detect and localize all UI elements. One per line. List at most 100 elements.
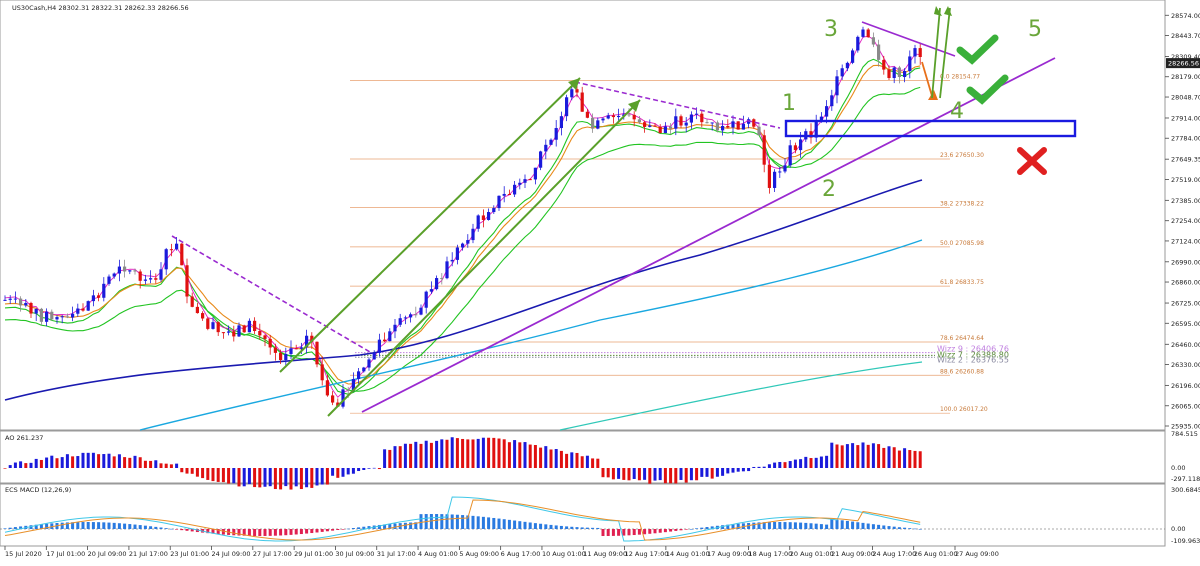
- time-tick-label-0: 15 Jul 2020: [5, 550, 42, 558]
- candle-body-167: [872, 37, 875, 44]
- ao-bar-92: [482, 438, 485, 468]
- ao-bar-2: [14, 463, 17, 468]
- candle-body-128: [669, 127, 672, 129]
- ao-bar-141: [737, 468, 740, 472]
- macd-bar-48: [253, 529, 256, 536]
- macd-bar-80: [420, 514, 423, 529]
- ao-bar-36: [191, 468, 194, 474]
- fib-label-0: 0.0 28154.77: [940, 74, 980, 81]
- time-tick-label-3: 21 Jul 17:00: [129, 550, 168, 558]
- macd-bar-32: [170, 529, 173, 530]
- macd-bar-128: [669, 529, 672, 532]
- ao-bar-32: [170, 464, 173, 468]
- ao-bar-124: [648, 468, 651, 484]
- candle-body-164: [856, 37, 859, 51]
- candle-body-15: [81, 309, 84, 311]
- ao-bar-14: [76, 456, 79, 468]
- ao-bar-111: [581, 456, 584, 468]
- ao-bar-30: [160, 463, 163, 468]
- candle-body-150: [783, 165, 786, 171]
- ao-bar-72: [378, 468, 381, 469]
- price-tick-label-4: 28048.70: [1171, 94, 1200, 102]
- ao-axis-label-2: -297.118: [1171, 475, 1200, 483]
- candle-body-52: [274, 347, 277, 352]
- macd-bar-109: [570, 527, 573, 529]
- macd-bar-33: [175, 529, 178, 530]
- ao-bar-113: [591, 458, 594, 468]
- price-tick-label-14: 26725.00: [1171, 300, 1200, 308]
- ao-bar-112: [586, 456, 589, 468]
- ao-bar-55: [290, 468, 293, 490]
- candle-body-77: [404, 317, 407, 318]
- candle-body-147: [768, 165, 771, 188]
- candle-body-22: [118, 267, 121, 274]
- macd-bar-100: [524, 522, 527, 529]
- time-tick-label-4: 23 Jul 01:00: [170, 550, 209, 558]
- macd-bar-155: [810, 523, 813, 529]
- macd-bar-68: [357, 527, 360, 529]
- candle-body-27: [144, 280, 147, 281]
- candle-body-39: [206, 318, 209, 328]
- candle-body-111: [581, 93, 584, 112]
- ao-bar-33: [175, 464, 178, 468]
- ao-bar-89: [466, 439, 469, 468]
- macd-bar-125: [654, 529, 657, 533]
- macd-bar-144: [752, 523, 755, 529]
- ao-bar-142: [742, 468, 745, 471]
- ao-bar-118: [617, 468, 620, 479]
- macd-bar-172: [898, 527, 901, 529]
- wave-label-1: 1: [782, 91, 796, 116]
- ao-bar-143: [747, 468, 750, 471]
- candle-body-73: [383, 340, 386, 341]
- macd-bar-35: [186, 529, 189, 531]
- candle-body-113: [591, 118, 594, 129]
- macd-bar-18: [97, 522, 100, 529]
- candle-body-69: [362, 368, 365, 372]
- macd-bar-67: [352, 528, 355, 529]
- candle-body-125: [653, 126, 656, 127]
- ao-bar-131: [685, 468, 688, 483]
- wave-label-4: 4: [950, 99, 964, 124]
- macd-bar-159: [830, 519, 833, 529]
- candle-body-54: [284, 354, 287, 360]
- time-tick-label-1: 17 Jul 01:00: [46, 550, 85, 558]
- macd-bar-152: [794, 522, 797, 529]
- ao-bar-170: [888, 446, 891, 468]
- macd-axis-label-0: 300.6845: [1171, 486, 1200, 494]
- macd-bar-1: [9, 528, 12, 529]
- ao-bar-144: [752, 467, 755, 468]
- ao-bar-19: [102, 454, 105, 468]
- candle-body-61: [321, 364, 324, 380]
- macd-bar-92: [482, 517, 485, 529]
- ao-bar-94: [492, 438, 495, 468]
- candle-body-0: [3, 300, 6, 301]
- ao-bar-54: [284, 468, 287, 486]
- ao-bar-63: [331, 468, 334, 476]
- candle-body-72: [378, 340, 381, 353]
- candle-body-122: [638, 119, 641, 122]
- macd-bar-49: [258, 529, 261, 536]
- candle-body-159: [830, 95, 833, 106]
- macd-bar-2: [14, 527, 17, 529]
- ao-bar-130: [680, 468, 683, 480]
- time-tick-label-14: 11 Aug 09:00: [583, 550, 627, 558]
- ao-bar-10: [56, 458, 59, 468]
- candle-body-142: [742, 124, 745, 130]
- macd-bar-101: [529, 522, 532, 529]
- ao-bar-65: [342, 468, 345, 477]
- ao-bar-102: [534, 445, 537, 468]
- price-tick-label-13: 26860.00: [1171, 279, 1200, 287]
- ao-bar-166: [867, 445, 870, 468]
- price-tick-label-15: 26595.00: [1171, 320, 1200, 328]
- candle-body-104: [544, 145, 547, 152]
- price-tick-label-7: 27649.35: [1171, 156, 1200, 164]
- ao-bar-175: [914, 451, 917, 468]
- macd-bar-151: [789, 522, 792, 529]
- ao-bar-133: [695, 468, 698, 480]
- candle-body-79: [414, 314, 417, 315]
- candle-body-97: [508, 194, 511, 195]
- macd-bar-91: [477, 516, 480, 529]
- time-tick-label-23: 27 Aug 09:00: [955, 550, 999, 558]
- candle-body-50: [263, 335, 266, 339]
